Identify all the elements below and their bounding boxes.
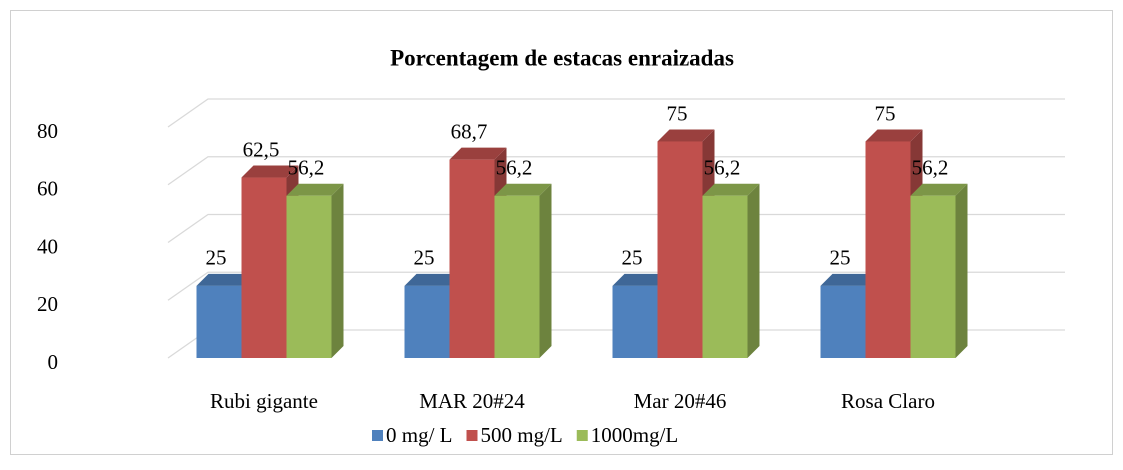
x-tick-label: MAR 20#24	[419, 389, 525, 413]
value-label: 25	[206, 246, 227, 270]
grid-line	[167, 213, 1065, 244]
bar-top	[241, 165, 299, 178]
value-label: 56,2	[912, 156, 949, 180]
legend-label: 500 mg/L	[481, 423, 563, 447]
bar-top	[196, 273, 254, 286]
x-tick-label: Rubi gigante	[210, 389, 318, 413]
bar-top	[865, 129, 923, 142]
bar-top	[910, 183, 968, 196]
bar	[702, 195, 748, 358]
bar-top	[657, 129, 715, 142]
legend-swatch	[372, 430, 383, 441]
legend-swatch	[576, 430, 588, 441]
value-label: 75	[667, 101, 688, 125]
bar-top	[494, 183, 552, 196]
y-tick-label: 60	[37, 177, 58, 201]
legend-label: 0 mg/ L	[386, 423, 453, 447]
bar-top	[612, 273, 670, 286]
bar	[449, 159, 495, 358]
bar-top	[820, 273, 878, 286]
bar-top	[702, 183, 760, 196]
value-label: 25	[830, 246, 851, 270]
x-tick-label: Rosa Claro	[841, 389, 935, 413]
grid-line	[167, 156, 1065, 186]
bar	[241, 177, 287, 358]
bar	[286, 195, 332, 358]
value-label: 75	[875, 101, 896, 125]
chart-title: Porcentagem de estacas enraizadas	[390, 45, 734, 70]
bar	[820, 285, 866, 358]
bar	[196, 285, 242, 358]
grid-line	[167, 98, 1065, 128]
legend-swatch	[466, 430, 478, 441]
bar	[657, 141, 703, 358]
bar-top	[404, 273, 462, 286]
bar-side	[539, 183, 552, 358]
value-label: 25	[414, 246, 435, 270]
bar-side	[331, 183, 344, 358]
y-tick-label: 40	[37, 234, 58, 258]
bar	[910, 195, 956, 358]
grid-line	[167, 271, 1065, 301]
legend-label: 1000mg/L	[591, 423, 679, 447]
bar-top	[449, 147, 507, 160]
bar	[612, 285, 658, 358]
bar-side	[747, 183, 760, 358]
x-tick-label: Mar 20#46	[634, 389, 727, 413]
y-tick-label: 20	[37, 292, 58, 316]
value-label: 62,5	[243, 137, 280, 161]
value-label: 56,2	[288, 156, 325, 180]
bar-side	[955, 183, 968, 358]
y-tick-label: 0	[48, 350, 59, 374]
bar	[404, 285, 450, 358]
value-label: 56,2	[496, 156, 533, 180]
y-tick-label: 80	[37, 119, 58, 143]
bar	[865, 141, 911, 358]
value-label: 56,2	[704, 156, 741, 180]
value-label: 25	[622, 246, 643, 270]
value-label: 68,7	[451, 119, 488, 143]
bar-top	[286, 183, 344, 196]
bar	[494, 195, 540, 358]
